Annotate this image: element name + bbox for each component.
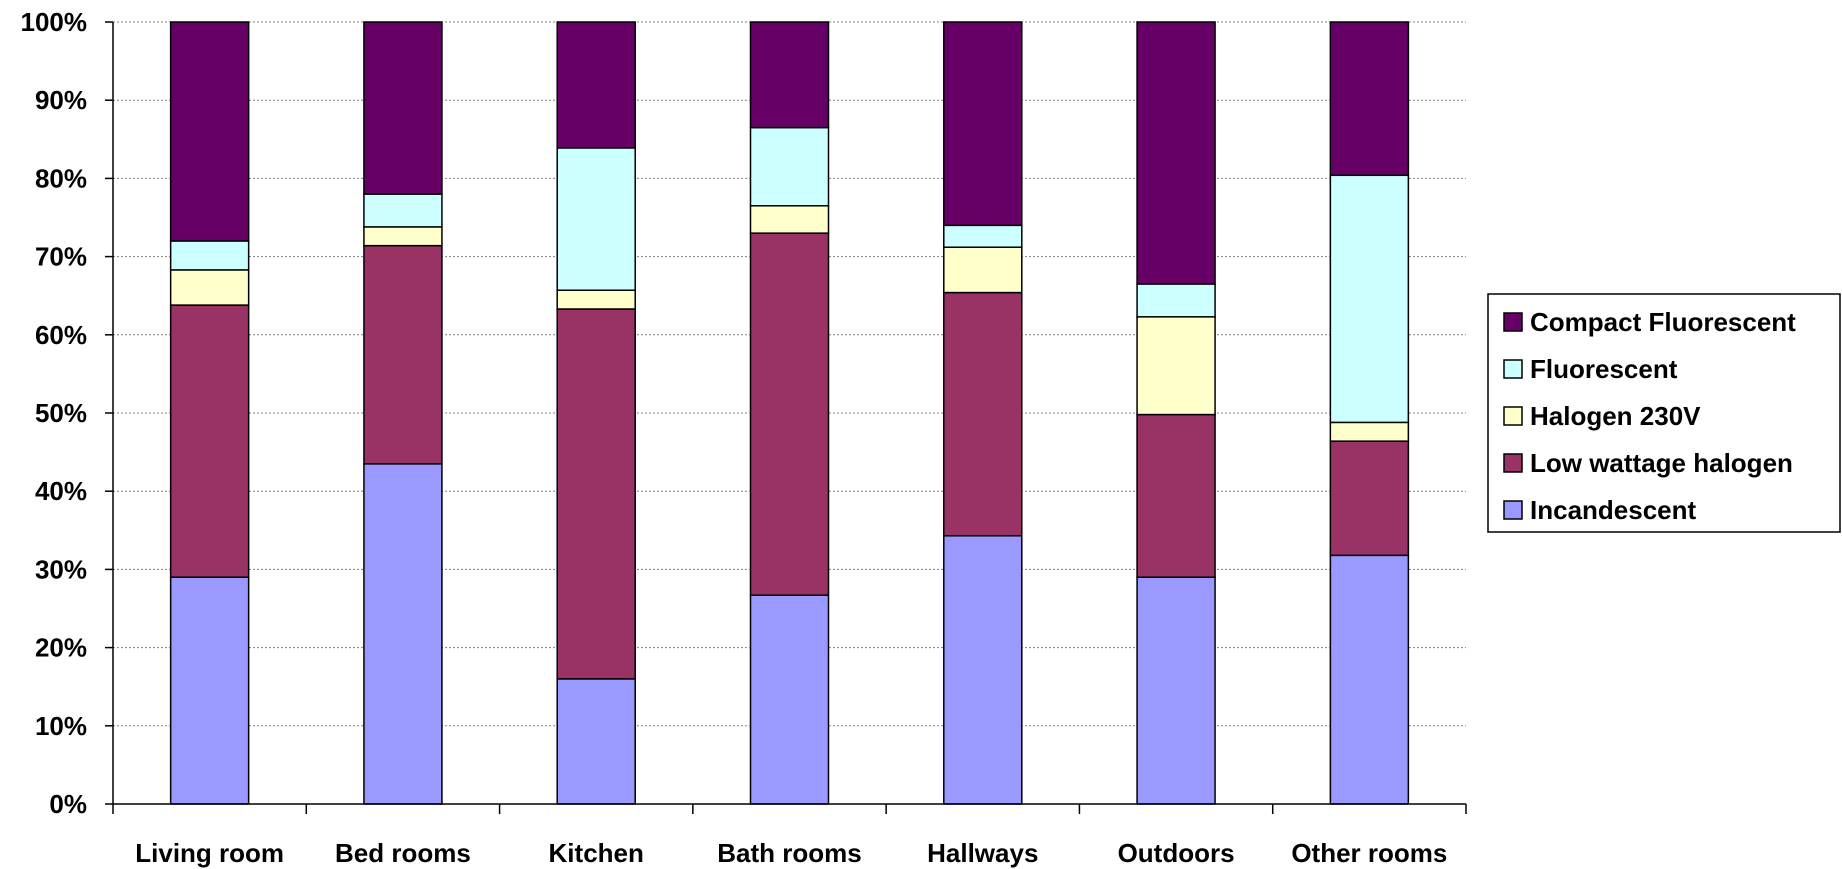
legend-swatch xyxy=(1503,453,1523,473)
bar-segment xyxy=(943,246,1023,294)
bar-segment xyxy=(1136,413,1216,578)
x-category-label: Kitchen xyxy=(549,838,644,868)
bar-segment xyxy=(556,308,636,680)
bar-segment xyxy=(556,678,636,805)
bar-segment xyxy=(169,304,250,578)
bar-segment xyxy=(1136,576,1216,805)
x-category-label: Hallways xyxy=(927,838,1038,868)
bar-segment xyxy=(556,147,636,291)
legend-label: Compact Fluorescent xyxy=(1530,307,1796,337)
x-category-label: Bath rooms xyxy=(717,838,861,868)
legend: Compact Fluorescent Fluorescent Halogen 23… xyxy=(1487,293,1841,533)
legend-label: Incandescent xyxy=(1530,495,1697,525)
bar-segment xyxy=(749,21,830,129)
bar-segment xyxy=(943,535,1023,805)
bar-segment xyxy=(943,224,1023,248)
bar-segment xyxy=(1136,21,1216,285)
y-tick-label: 40% xyxy=(35,476,87,506)
bar-segment xyxy=(363,226,443,247)
bar-segment xyxy=(749,232,830,596)
bar-segment xyxy=(363,193,443,228)
y-tick-label: 20% xyxy=(35,633,87,663)
bar-segment xyxy=(1329,174,1410,424)
x-category-labels: Living room Bed rooms Kitchen Bath rooms Hal… xyxy=(135,838,1447,868)
legend-label: Fluorescent xyxy=(1530,354,1678,384)
bar-segment xyxy=(1136,316,1216,416)
bar-segment xyxy=(1329,421,1410,442)
bar-segment xyxy=(1136,283,1216,318)
bar-segment xyxy=(363,244,443,465)
x-category-label: Other rooms xyxy=(1291,838,1447,868)
legend-label: Halogen 230V xyxy=(1530,401,1701,431)
bar-segment xyxy=(943,291,1023,537)
y-tick-label: 50% xyxy=(35,398,87,428)
bar-segment xyxy=(363,463,443,805)
bar-segment xyxy=(943,21,1023,227)
legend-label: Low wattage halogen xyxy=(1530,448,1793,478)
legend-swatch xyxy=(1503,406,1523,426)
y-tick-labels: 0% 10% 20% 30% 40% 50% 60% 70% 80% 90% 100% xyxy=(21,7,88,819)
bar-segment xyxy=(1329,440,1410,557)
y-tick-label: 60% xyxy=(35,320,87,350)
y-tick-label: 0% xyxy=(49,789,87,819)
x-category-label: Outdoors xyxy=(1118,838,1235,868)
axes xyxy=(112,22,1467,814)
y-tick-label: 10% xyxy=(35,711,87,741)
y-tick-label: 100% xyxy=(21,7,88,37)
bar-segment xyxy=(363,21,443,195)
bar-segment xyxy=(556,289,636,310)
bar-segment xyxy=(556,21,636,149)
legend-box xyxy=(1487,293,1841,533)
y-tick-label: 80% xyxy=(35,163,87,193)
bar-segment xyxy=(749,126,830,207)
bar-segment xyxy=(169,269,250,306)
x-category-label: Bed rooms xyxy=(335,838,471,868)
legend-swatch xyxy=(1503,312,1523,332)
bar-segment xyxy=(1329,21,1410,177)
bar-segment xyxy=(169,576,250,805)
bar-segment xyxy=(1329,554,1410,805)
y-tick-label: 90% xyxy=(35,85,87,115)
y-tick-label: 30% xyxy=(35,554,87,584)
y-tick-label: 70% xyxy=(35,242,87,272)
legend-swatch xyxy=(1503,500,1523,520)
legend-swatch xyxy=(1503,359,1523,379)
bar-segment xyxy=(749,594,830,805)
bar-segment xyxy=(169,240,250,271)
bar-segment xyxy=(169,21,250,242)
bar-segment xyxy=(749,205,830,234)
bar-stacks xyxy=(169,21,1410,805)
x-category-label: Living room xyxy=(135,838,284,868)
